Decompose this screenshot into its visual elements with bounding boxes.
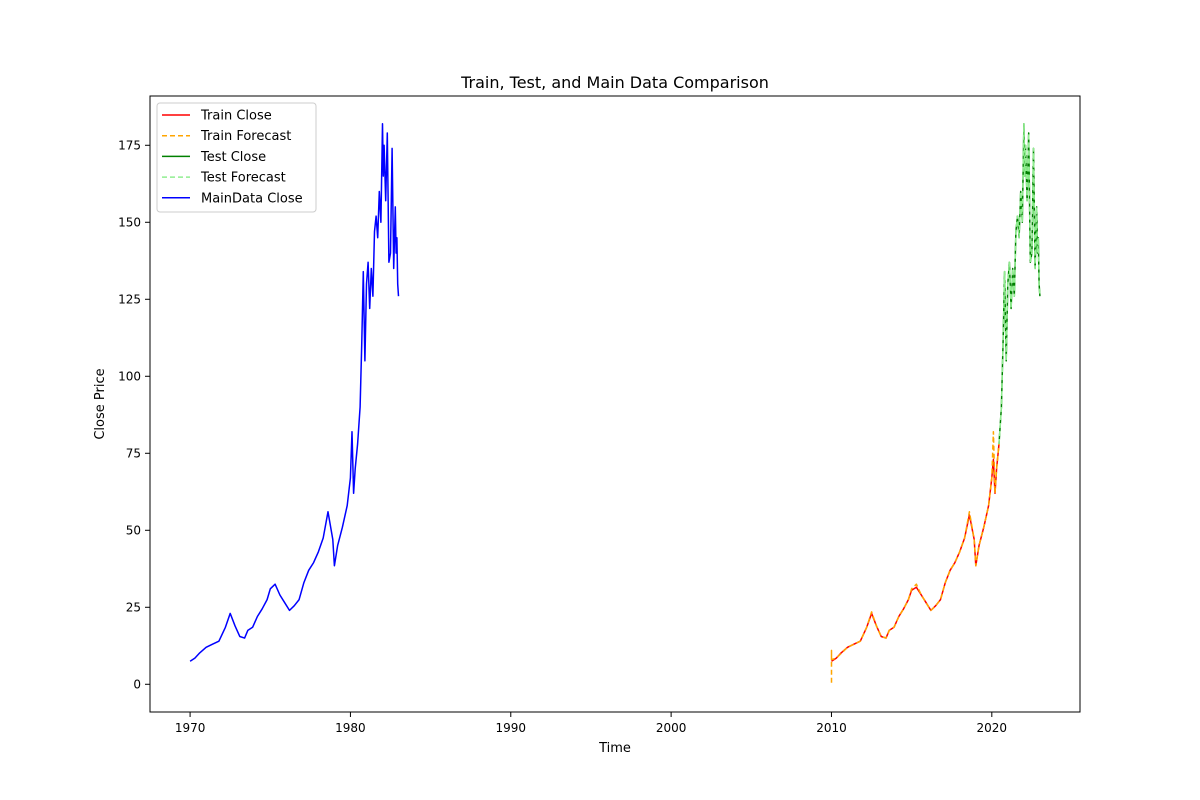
- x-axis-label: Time: [598, 741, 631, 756]
- series-line-train-forecast: [830, 430, 1000, 683]
- legend-label-train-close: Train Close: [200, 109, 272, 124]
- y-tick-label: 100: [118, 369, 141, 383]
- x-axis: 1970 1980 1990 2000 2010 2020: [175, 712, 1007, 735]
- y-tick-label: 0: [133, 677, 141, 691]
- x-tick-label: 2010: [816, 721, 847, 735]
- y-axis-label: Close Price: [93, 368, 108, 439]
- y-axis: 0 25 50 75 100 125 150 175: [118, 138, 150, 691]
- y-tick-label: 125: [118, 292, 141, 306]
- series-line-maindata-close: [189, 122, 400, 662]
- plot-area-frame: [149, 95, 1081, 713]
- x-tick-label: 1990: [496, 721, 527, 735]
- chart-title: Train, Test, and Main Data Comparison: [460, 73, 769, 92]
- legend-label-test-close: Test Close: [200, 150, 266, 165]
- series-line-test-forecast: [998, 122, 1041, 445]
- x-tick-label: 2020: [977, 721, 1008, 735]
- x-tick-label: 2000: [656, 721, 687, 735]
- y-tick-label: 25: [126, 600, 141, 614]
- y-tick-label: 75: [126, 446, 141, 460]
- y-tick-label: 50: [126, 523, 141, 537]
- legend-label-maindata-close: MainData Close: [201, 191, 303, 206]
- x-tick-label: 1970: [175, 721, 206, 735]
- legend-label-train-forecast: Train Forecast: [200, 129, 291, 144]
- y-tick-label: 175: [118, 138, 141, 152]
- legend-label-test-forecast: Test Forecast: [200, 171, 286, 186]
- series-layer: [189, 122, 1041, 683]
- x-tick-label: 1980: [335, 721, 366, 735]
- legend: Train Close Train Forecast Test Close Test …: [156, 102, 317, 213]
- y-tick-label: 150: [118, 215, 141, 229]
- legend-box: [156, 102, 317, 213]
